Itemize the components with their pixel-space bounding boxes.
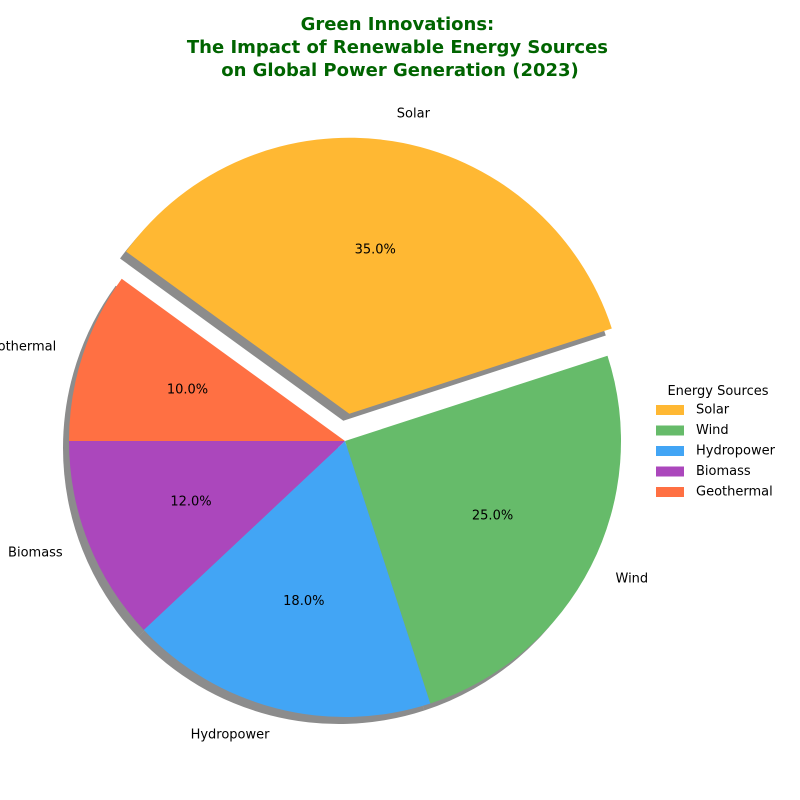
legend-swatch-hydropower [656, 446, 684, 456]
pie-slice-solar [126, 137, 612, 414]
label-layer: Solar 35.0% Wind 25.0% Hydropower 18.0% Biomas… [0, 106, 648, 742]
legend-swatch-wind [656, 425, 684, 436]
legend-swatch-solar [656, 405, 684, 415]
slice-label-geothermal: Geothermal [0, 340, 56, 355]
chart-title: Green Innovations: The Impact of Renewab… [187, 14, 613, 81]
legend-label-biomass: Biomass [696, 464, 751, 479]
slice-layer [69, 137, 621, 718]
slice-label-biomass: Biomass [8, 545, 63, 560]
slice-label-wind: Wind [616, 571, 649, 586]
legend-label-wind: Wind [696, 423, 729, 438]
legend-swatch-geothermal [656, 487, 684, 497]
chart-title-line-1: Green Innovations: [301, 14, 495, 35]
pie-slice-geothermal [69, 278, 345, 441]
legend: Energy Sources Solar Wind Hydropower Biomas… [656, 384, 776, 500]
slice-label-solar: Solar [397, 106, 431, 121]
percent-label-biomass: 12.0% [170, 494, 211, 509]
percent-label-hydropower: 18.0% [283, 594, 324, 609]
percent-label-wind: 25.0% [472, 509, 513, 524]
legend-label-geothermal: Geothermal [696, 485, 773, 500]
legend-title: Energy Sources [667, 384, 768, 399]
chart-title-line-2: The Impact of Renewable Energy Sources [187, 37, 608, 58]
pie-slice-biomass [69, 441, 345, 630]
percent-label-solar: 35.0% [355, 243, 396, 258]
percent-label-geothermal: 10.0% [167, 382, 208, 397]
legend-label-hydropower: Hydropower [696, 444, 776, 459]
legend-label-solar: Solar [696, 403, 730, 418]
legend-swatch-biomass [656, 466, 684, 477]
pie-slice-wind [345, 355, 621, 704]
chart-title-line-3: on Global Power Generation (2023) [221, 60, 579, 81]
pie-slice-hydropower [143, 441, 431, 718]
slice-label-hydropower: Hydropower [191, 728, 271, 743]
